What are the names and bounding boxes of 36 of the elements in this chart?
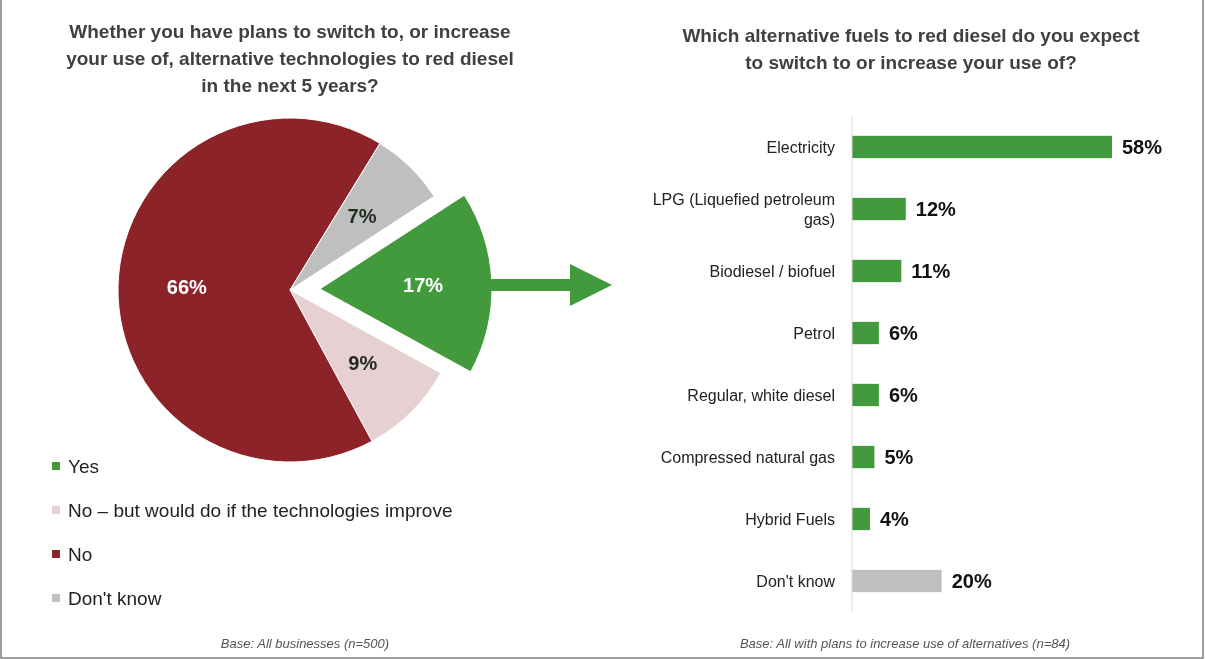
- bar: [852, 321, 879, 345]
- legend-label: Don't know: [68, 587, 162, 609]
- text: Base: All businesses (n=500): [220, 636, 390, 651]
- y-tick-label: Biodiesel / biofuel: [709, 262, 835, 280]
- data-label: 11%: [911, 260, 951, 282]
- bar: [852, 569, 942, 593]
- data-label: 66%: [166, 276, 208, 299]
- data-label: 4%: [879, 508, 910, 530]
- bar: [852, 197, 906, 221]
- y-tick-label: Petrol: [793, 324, 835, 342]
- bar: [852, 259, 902, 283]
- legend-label: No: [68, 543, 93, 565]
- y-tick-label: Electricity: [766, 138, 835, 156]
- data-label: 17%: [403, 274, 444, 297]
- y-tick-label: Regular, white diesel: [687, 386, 835, 404]
- legend-label: Yes: [68, 455, 99, 477]
- bar: [852, 383, 879, 407]
- data-label: 5%: [884, 446, 914, 468]
- bar: [852, 507, 870, 531]
- data-label: 58%: [1122, 136, 1163, 158]
- legend-label: No – but would do if the technologies improve: [68, 499, 453, 521]
- data-label: 6%: [888, 322, 919, 344]
- bar: [852, 445, 875, 469]
- y-tick-label: Hybrid Fuels: [745, 510, 835, 528]
- data-label: 12%: [915, 198, 957, 220]
- bar: [852, 135, 1112, 159]
- data-label: 9%: [348, 352, 378, 375]
- y-tick-label: Compressed natural gas: [660, 448, 835, 466]
- y-tick-label: LPG (Liquefied petroleum gas): [652, 190, 835, 228]
- chart-title: Whether you have plans to switch to, or increase your use of, alternative technologies to red diesel in the next 5 years?: [66, 21, 514, 96]
- y-tick-label: Don't know: [756, 572, 836, 590]
- data-label: 6%: [888, 384, 919, 406]
- data-label: 20%: [951, 570, 992, 592]
- chart-title: Which alternative fuels to red diesel do you expect to switch to or increase your use of?: [682, 25, 1141, 73]
- data-label: 7%: [347, 205, 377, 228]
- text: Base: All with plans to increase use of alternatives (n=84): [739, 636, 1071, 651]
